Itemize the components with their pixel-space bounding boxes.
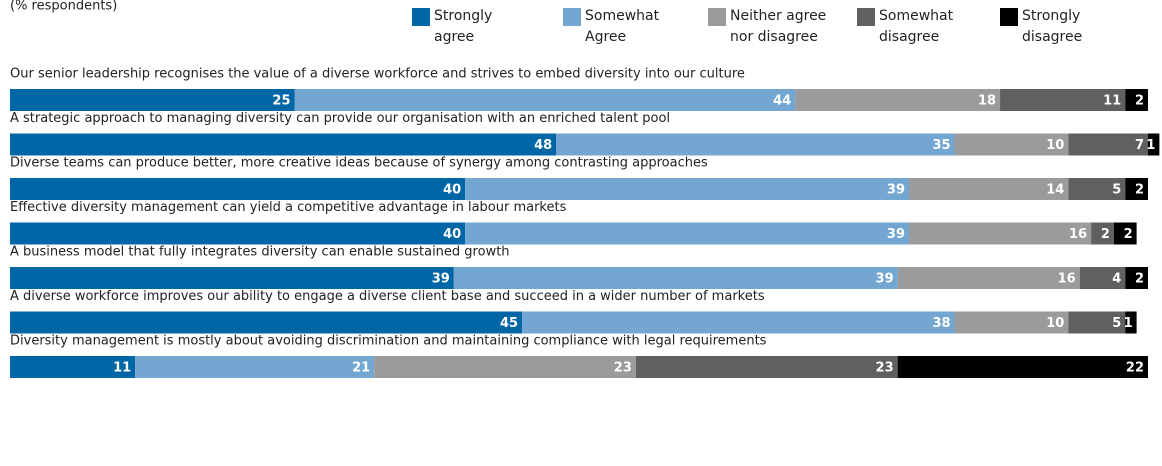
value-label: 16 bbox=[1058, 272, 1076, 287]
value-label: 2 bbox=[1135, 94, 1144, 109]
value-label: 2 bbox=[1101, 227, 1110, 242]
value-label: 40 bbox=[443, 183, 461, 198]
bar-segment bbox=[954, 311, 1069, 334]
bar-segment bbox=[10, 267, 454, 289]
bar-segment bbox=[1148, 133, 1160, 156]
value-label: 2 bbox=[1124, 227, 1133, 242]
category-label: Our senior leadership recognises the val… bbox=[10, 67, 745, 82]
bar-segment bbox=[10, 133, 557, 156]
value-label: 39 bbox=[432, 272, 450, 287]
bar-segment bbox=[10, 356, 136, 378]
bar-segment bbox=[795, 89, 1001, 111]
value-label: 10 bbox=[1046, 316, 1064, 331]
bar-segment bbox=[897, 267, 1080, 289]
bar-segment bbox=[453, 267, 898, 289]
bar-segment bbox=[1000, 89, 1126, 111]
value-label: 16 bbox=[1069, 227, 1087, 242]
value-label: 2 bbox=[1135, 183, 1144, 198]
bar-segment bbox=[556, 133, 955, 156]
value-label: 25 bbox=[272, 94, 290, 109]
bar-segment bbox=[1125, 178, 1148, 200]
value-label: 18 bbox=[978, 94, 996, 109]
value-label: 45 bbox=[500, 316, 518, 331]
value-label: 4 bbox=[1112, 272, 1121, 287]
bar-segment bbox=[10, 89, 295, 111]
value-label: 44 bbox=[773, 94, 791, 109]
category-label: A strategic approach to managing diversi… bbox=[10, 111, 670, 126]
value-label: 21 bbox=[352, 361, 370, 376]
value-label: 40 bbox=[443, 227, 461, 242]
legend-swatch bbox=[563, 8, 581, 26]
legend-label: Strongly agree bbox=[434, 8, 493, 45]
bar-segment bbox=[465, 222, 910, 245]
bar-segment bbox=[465, 178, 910, 200]
subtitle: (% respondents) bbox=[10, 0, 117, 14]
bar-segment bbox=[10, 311, 523, 334]
value-label: 48 bbox=[534, 138, 552, 153]
bar-segment bbox=[1068, 133, 1148, 156]
bar-segment bbox=[1079, 267, 1126, 289]
legend-swatch bbox=[708, 8, 726, 26]
legend-label: Strongly disagree bbox=[1022, 8, 1083, 45]
value-label: 7 bbox=[1135, 138, 1144, 153]
category-label: Diverse teams can produce better, more c… bbox=[10, 156, 708, 171]
bar-segment bbox=[909, 222, 1092, 245]
value-label: 10 bbox=[1046, 138, 1064, 153]
bar-segment bbox=[294, 89, 796, 111]
bar-segment bbox=[10, 178, 466, 200]
value-label: 23 bbox=[876, 361, 894, 376]
value-label: 39 bbox=[887, 227, 905, 242]
legend-swatch bbox=[1000, 8, 1018, 26]
bar-segment bbox=[1113, 222, 1137, 245]
bar-segment bbox=[1068, 178, 1126, 200]
legend-label: Neither agree nor disagree bbox=[730, 8, 827, 45]
value-label: 2 bbox=[1135, 272, 1144, 287]
bar-segment bbox=[909, 178, 1069, 200]
bar-segment bbox=[1091, 222, 1114, 245]
value-label: 14 bbox=[1046, 183, 1064, 198]
category-label: Effective diversity management can yield… bbox=[10, 200, 567, 215]
legend-swatch bbox=[412, 8, 430, 26]
value-label: 22 bbox=[1126, 361, 1144, 376]
value-label: 11 bbox=[1103, 94, 1121, 109]
legend-label: Somewhat Agree bbox=[585, 8, 660, 45]
bar-segment bbox=[522, 311, 955, 334]
value-label: 1 bbox=[1146, 138, 1155, 153]
value-label: 1 bbox=[1124, 316, 1133, 331]
bar-segment bbox=[954, 133, 1069, 156]
bar-segment bbox=[10, 222, 466, 245]
value-label: 39 bbox=[876, 272, 894, 287]
category-label: Diversity management is mostly about avo… bbox=[10, 334, 767, 349]
bar-segment bbox=[135, 356, 375, 378]
bar-segment bbox=[1125, 267, 1148, 289]
bar-segment bbox=[1125, 311, 1137, 334]
bar-segment bbox=[1125, 89, 1148, 111]
category-label: A business model that fully integrates d… bbox=[10, 245, 510, 260]
value-label: 35 bbox=[932, 138, 950, 153]
value-label: 39 bbox=[887, 183, 905, 198]
bar-segment bbox=[1068, 311, 1126, 334]
value-label: 38 bbox=[932, 316, 950, 331]
bar-segment bbox=[635, 356, 898, 378]
value-label: 5 bbox=[1112, 316, 1121, 331]
bar-segment bbox=[897, 356, 1148, 378]
legend-label: Somewhat disagree bbox=[879, 8, 954, 45]
category-label: A diverse workforce improves our ability… bbox=[10, 289, 765, 304]
value-label: 11 bbox=[113, 361, 131, 376]
legend-swatch bbox=[857, 8, 875, 26]
value-label: 23 bbox=[614, 361, 632, 376]
bar-segment bbox=[374, 356, 636, 378]
value-label: 5 bbox=[1112, 183, 1121, 198]
